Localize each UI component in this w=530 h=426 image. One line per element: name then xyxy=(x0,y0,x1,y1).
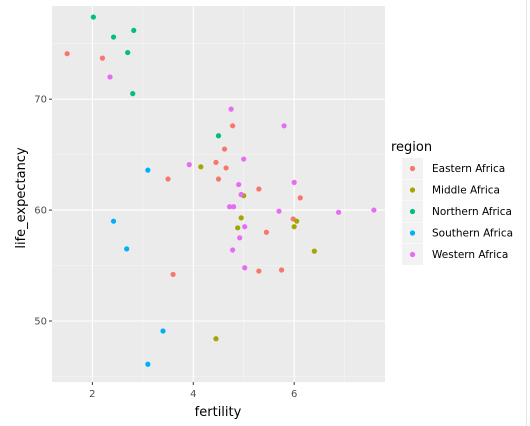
point-northern-africa xyxy=(110,34,117,40)
point-southern-africa xyxy=(124,246,130,252)
point-middle-africa xyxy=(294,218,300,224)
legend-label-southern-africa: Southern Africa xyxy=(432,228,513,240)
point-western-africa xyxy=(242,224,248,230)
point-western-africa xyxy=(335,209,342,215)
point-eastern-africa xyxy=(230,123,236,129)
point-northern-africa xyxy=(215,133,222,139)
x-tick-label: 2 xyxy=(89,389,95,400)
point-eastern-africa xyxy=(221,146,228,152)
point-eastern-africa xyxy=(278,267,285,273)
point-western-africa xyxy=(107,74,113,80)
legend-marker-northern-africa xyxy=(409,208,416,215)
point-southern-africa xyxy=(160,328,166,334)
legend-label-northern-africa: Northern Africa xyxy=(432,206,512,218)
point-western-africa xyxy=(238,191,244,198)
point-western-africa xyxy=(236,181,242,188)
point-western-africa xyxy=(228,106,234,112)
y-axis-title: life_expectancy xyxy=(14,147,29,249)
data-points xyxy=(64,14,377,367)
legend-marker-southern-africa xyxy=(409,230,416,236)
legend: region Eastern Africa Middle Africa Northe… xyxy=(391,140,513,265)
x-tick-label: 4 xyxy=(190,389,196,400)
minor-gridlines xyxy=(52,6,385,382)
legend-marker-western-africa xyxy=(409,251,416,258)
point-eastern-africa xyxy=(223,165,229,171)
point-middle-africa xyxy=(235,225,241,231)
point-western-africa xyxy=(230,247,236,253)
point-northern-africa xyxy=(130,91,136,97)
point-southern-africa xyxy=(145,167,151,173)
legend-label-middle-africa: Middle Africa xyxy=(432,185,500,197)
legend-marker-middle-africa xyxy=(409,187,416,193)
right-divider xyxy=(526,0,527,426)
point-middle-africa xyxy=(213,336,219,342)
point-eastern-africa xyxy=(263,229,270,235)
y-tick-label: 60 xyxy=(34,206,47,217)
point-eastern-africa xyxy=(215,176,222,182)
x-axis-ticks: 2 4 6 xyxy=(89,382,297,400)
plot-panel xyxy=(52,6,385,382)
y-tick-label: 70 xyxy=(34,95,47,106)
point-southern-africa xyxy=(145,361,151,367)
x-axis-title: fertility xyxy=(195,405,242,420)
point-western-africa xyxy=(231,204,237,210)
major-gridlines xyxy=(52,6,385,382)
point-eastern-africa xyxy=(170,271,176,278)
y-tick-label: 50 xyxy=(34,316,47,327)
point-northern-africa xyxy=(125,49,131,56)
point-northern-africa xyxy=(131,27,137,34)
point-eastern-africa xyxy=(297,195,303,201)
point-western-africa xyxy=(276,208,282,214)
y-axis-ticks: 50 60 70 xyxy=(34,95,52,327)
legend-marker-eastern-africa xyxy=(409,165,416,172)
legend-label-eastern-africa: Eastern Africa xyxy=(432,163,505,175)
point-middle-africa xyxy=(311,248,317,254)
point-western-africa xyxy=(371,207,377,213)
point-middle-africa xyxy=(238,215,244,221)
point-eastern-africa xyxy=(165,176,171,182)
point-western-africa xyxy=(237,235,243,241)
point-middle-africa xyxy=(291,224,297,230)
point-western-africa xyxy=(186,162,192,168)
point-middle-africa xyxy=(198,164,204,170)
point-western-africa xyxy=(242,265,248,271)
point-eastern-africa xyxy=(213,159,219,165)
x-tick-label: 6 xyxy=(291,389,297,400)
point-western-africa xyxy=(241,156,247,162)
legend-label-western-africa: Western Africa xyxy=(432,249,508,261)
point-western-africa xyxy=(227,204,233,210)
point-northern-africa xyxy=(90,14,96,20)
point-western-africa xyxy=(291,179,297,185)
point-eastern-africa xyxy=(256,186,262,192)
point-eastern-africa xyxy=(99,55,106,61)
point-western-africa xyxy=(281,123,287,129)
point-southern-africa xyxy=(110,218,117,224)
point-eastern-africa xyxy=(256,268,262,274)
point-eastern-africa xyxy=(64,51,70,57)
legend-title: region xyxy=(391,140,432,155)
